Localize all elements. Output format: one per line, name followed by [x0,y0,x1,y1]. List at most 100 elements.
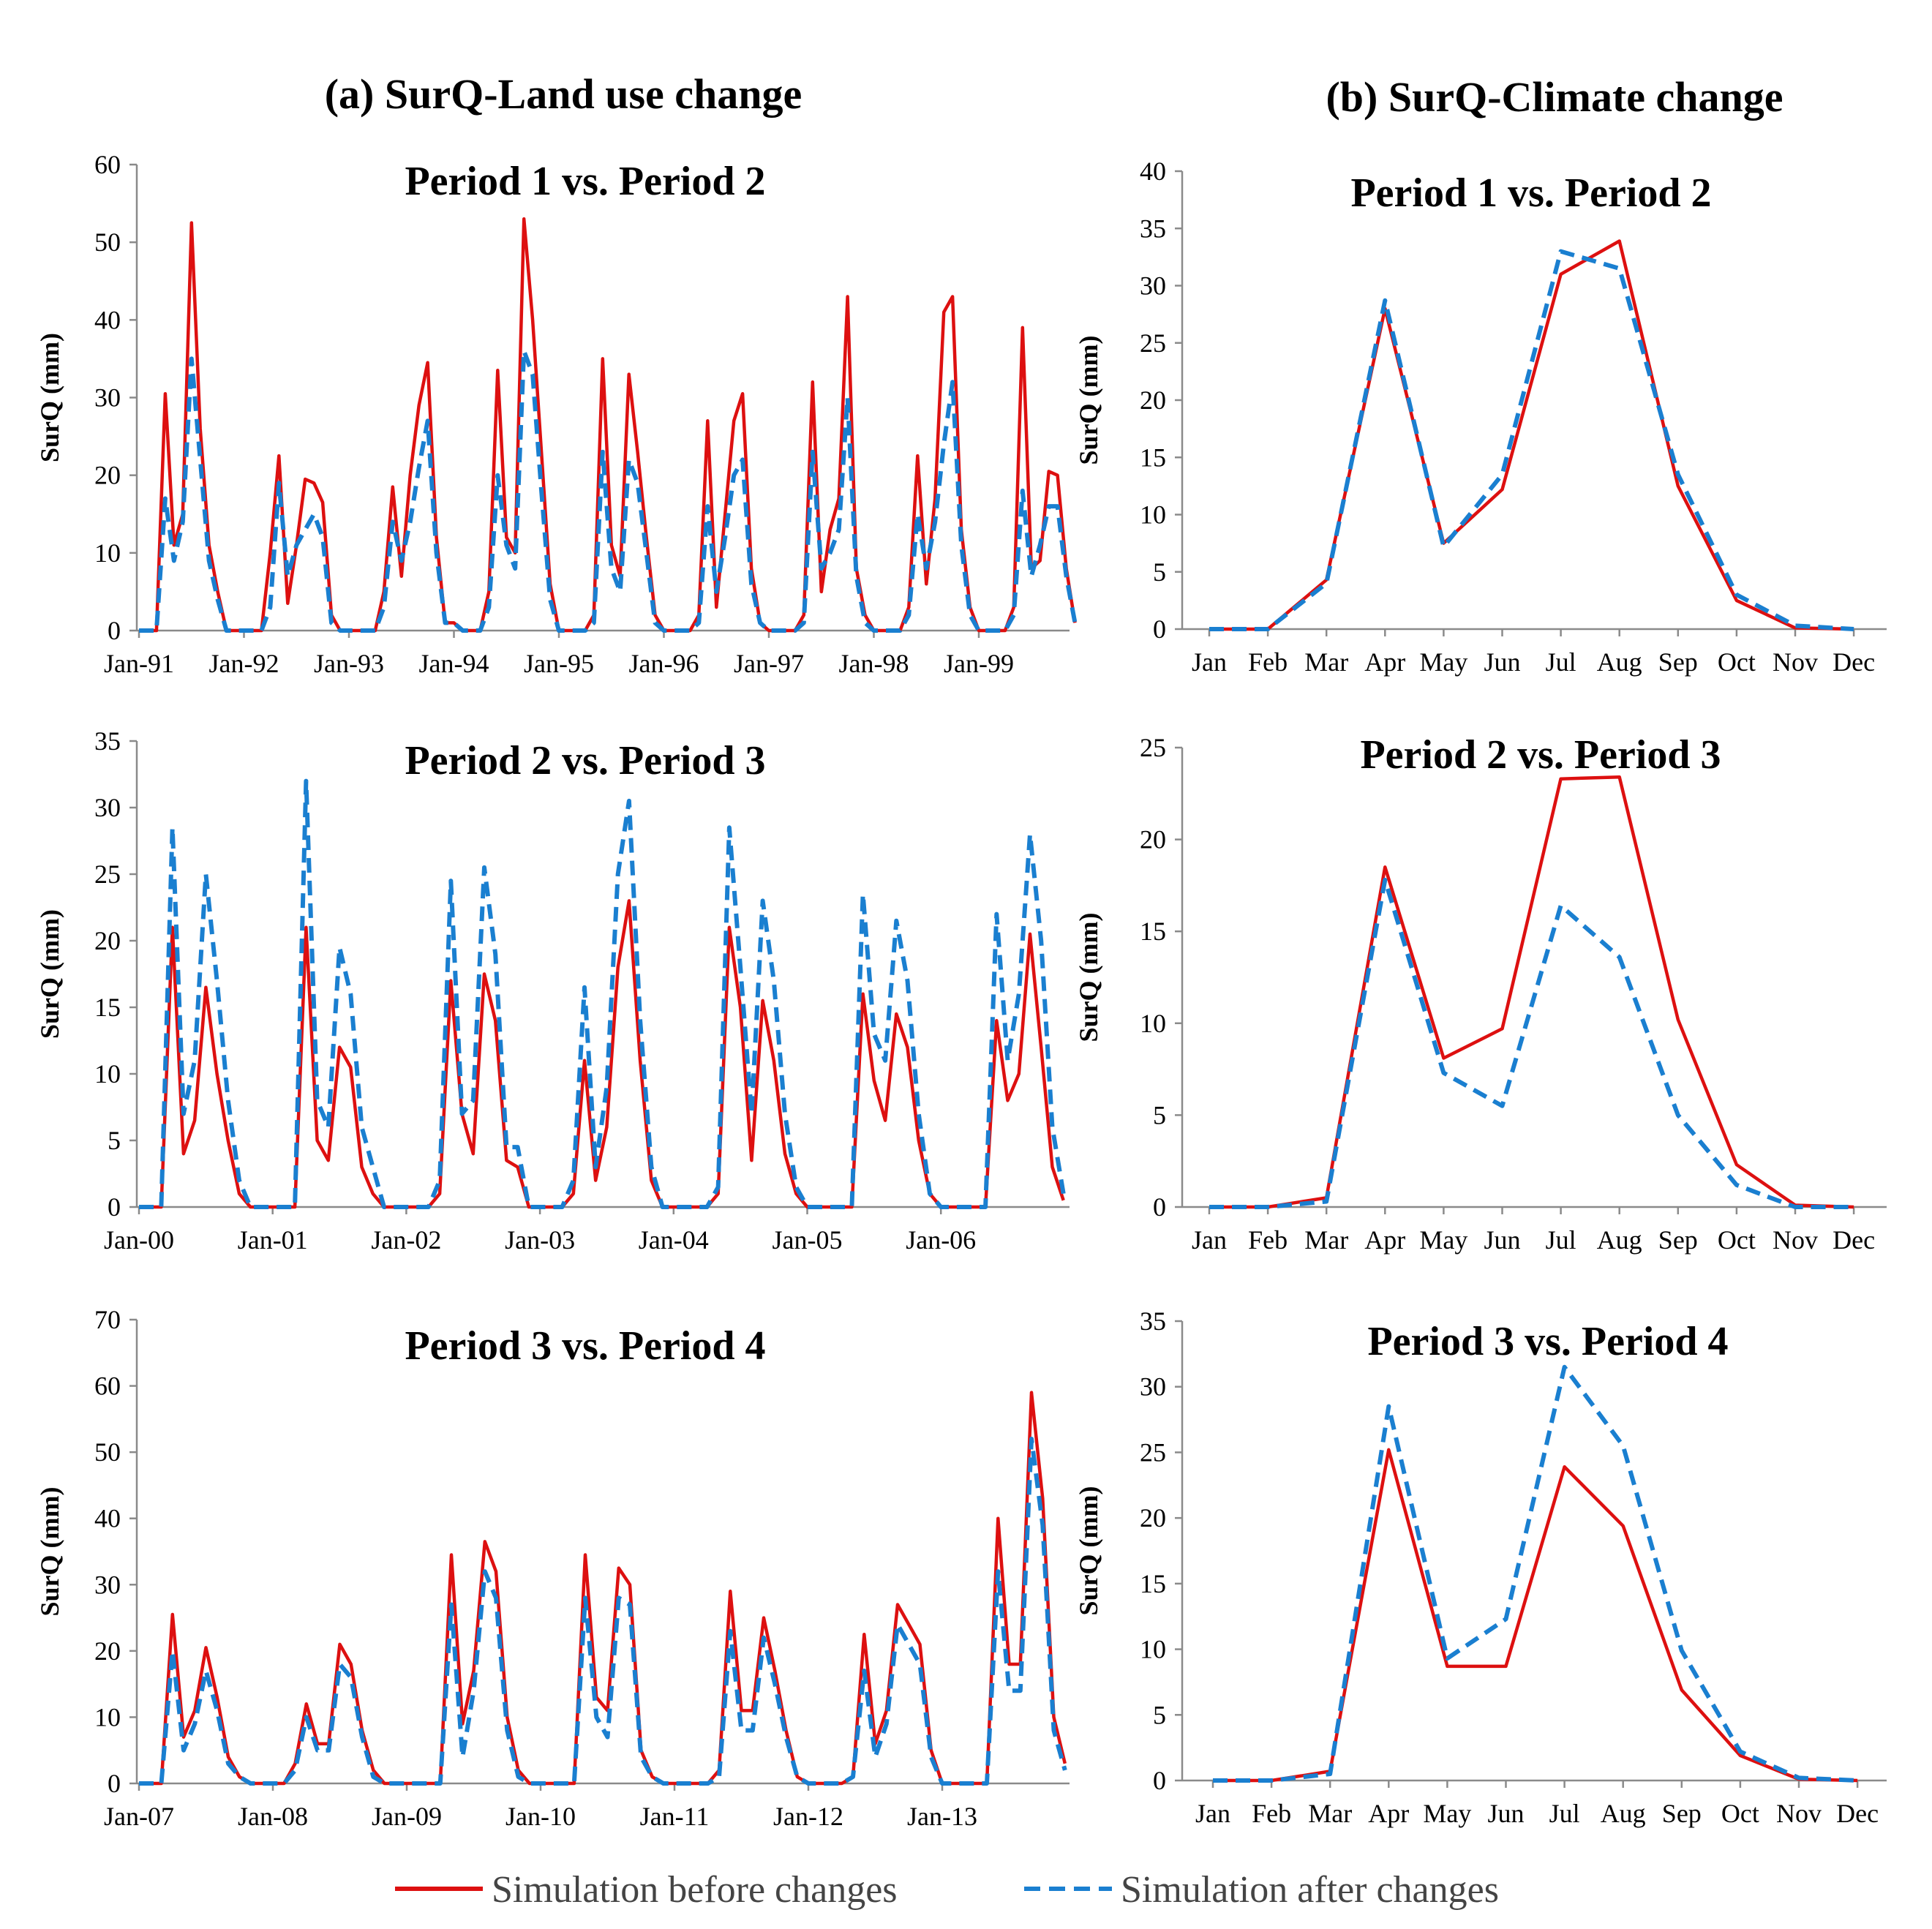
x-tick-label: Sep [1658,647,1698,677]
y-tick-label: 30 [1140,271,1166,301]
y-tick-label: 0 [108,616,121,645]
y-tick-label: 15 [94,993,121,1022]
x-tick-label: Jan-09 [372,1802,442,1831]
x-tick-label: Dec [1833,647,1875,677]
y-tick-label: 10 [1140,500,1166,530]
x-tick-label: Jan-00 [104,1225,174,1255]
y-tick-label: 20 [94,1636,121,1666]
series-line-after-changes [139,1437,1067,1786]
x-tick-label: May [1419,647,1467,677]
chart-title: Period 3 vs. Period 4 [405,1323,765,1369]
y-tick-label: 10 [94,1702,121,1731]
y-tick-label: 20 [1140,386,1166,415]
y-tick-label: 30 [1140,1372,1166,1402]
x-tick-label: Jan-13 [907,1802,977,1831]
series-line-after-changes [139,348,1078,633]
y-tick-label: 25 [94,860,121,889]
y-tick-label: 30 [94,383,121,413]
x-tick-label: Jan [1192,1225,1227,1255]
legend-before-label: Simulation before changes [492,1869,898,1911]
x-tick-label: May [1419,1225,1467,1255]
x-tick-label: Jun [1484,1225,1520,1255]
series-line-before-changes [139,899,1065,1209]
series-line-before-changes [1209,239,1854,631]
x-tick-label: Aug [1601,1799,1646,1828]
x-tick-label: Jul [1549,1799,1580,1828]
chart-b2: Period 2 vs. Period 3 SurQ (mm) 0 5 10 15 20 25… [1074,732,1887,1255]
y-tick-label: 10 [1140,1635,1166,1664]
x-tick-label: Jan-07 [104,1802,174,1831]
series-line-after-changes [1209,877,1854,1209]
chart-title: Period 3 vs. Period 4 [1367,1319,1728,1364]
series-line-before-changes [1209,775,1854,1209]
y-tick-label: 5 [108,1126,121,1155]
y-tick-label: 15 [1140,1569,1166,1598]
y-tick-label: 40 [94,1504,121,1533]
x-tick-label: Jan-11 [640,1802,710,1831]
y-tick-label: 50 [94,228,121,257]
x-tick-label: Sep [1658,1225,1698,1255]
y-axis-label: SurQ (mm) [1074,1486,1103,1616]
y-tick-label: 30 [94,793,121,822]
x-tick-label: Dec [1836,1799,1879,1828]
column-title-land-use: (a) SurQ-Land use change [325,70,803,118]
x-tick-label: Sep [1662,1799,1702,1828]
y-tick-label: 60 [94,150,121,179]
chart-title: Period 2 vs. Period 3 [405,738,765,783]
x-tick-label: Nov [1776,1799,1822,1828]
chart-panels: Period 1 vs. Period 2 SurQ (mm) 0 10 20 30 40 5… [35,150,1887,1831]
y-tick-label: 20 [1140,825,1166,854]
x-tick-label: Jan-94 [419,649,489,678]
series-line-before-changes [1213,1448,1858,1783]
y-tick-label: 25 [1140,733,1166,762]
x-tick-label: Oct [1721,1799,1759,1828]
x-tick-label: Jan-93 [314,649,384,678]
chart-b1: Period 1 vs. Period 2 SurQ (mm) 0 5 10 15 20 25… [1074,157,1887,677]
chart-a2: Period 2 vs. Period 3 SurQ (mm) 0 5 10 15 20 25… [35,726,1070,1255]
chart-b3: Period 3 vs. Period 4 SurQ (mm) 0 5 10 15 20 25… [1074,1306,1887,1828]
x-tick-label: Jun [1484,647,1520,677]
legend-after-label: Simulation after changes [1121,1869,1499,1911]
series-line-before-changes [139,1391,1067,1786]
y-tick-label: 50 [94,1437,121,1467]
y-tick-label: 10 [1140,1009,1166,1038]
y-tick-label: 0 [1153,614,1166,644]
series-line-after-changes [1209,249,1854,631]
x-tick-label: Jan-99 [944,649,1014,678]
x-tick-label: Jan-06 [906,1225,976,1255]
x-tick-label: Jan-02 [371,1225,441,1255]
x-tick-label: Jan-91 [104,649,174,678]
x-tick-label: Jan-92 [209,649,279,678]
x-tick-label: Jan [1192,647,1227,677]
x-tick-label: Jan [1195,1799,1230,1828]
x-tick-label: Jan-98 [839,649,909,678]
x-tick-label: Oct [1718,647,1756,677]
x-tick-label: Jan-10 [505,1802,576,1831]
x-tick-label: Mar [1304,647,1348,677]
y-tick-label: 35 [94,726,121,756]
x-tick-label: Feb [1252,1799,1291,1828]
y-tick-label: 40 [94,305,121,334]
series-line-after-changes [139,778,1066,1209]
y-tick-label: 5 [1153,1100,1166,1129]
x-tick-label: Jan-04 [639,1225,709,1255]
series-line-after-changes [1213,1364,1858,1783]
x-tick-label: Dec [1833,1225,1875,1255]
x-tick-label: Mar [1308,1799,1352,1828]
x-tick-label: Jun [1487,1799,1524,1828]
y-tick-label: 35 [1140,1306,1166,1336]
y-axis-label: SurQ (mm) [1074,913,1103,1042]
x-tick-label: Jan-05 [773,1225,843,1255]
x-tick-label: May [1423,1799,1471,1828]
x-tick-label: Aug [1597,1225,1642,1255]
x-tick-label: Jan-08 [238,1802,308,1831]
y-tick-label: 70 [94,1305,121,1334]
x-tick-label: Jan-97 [734,649,804,678]
y-tick-label: 0 [1153,1766,1166,1795]
x-tick-label: Apr [1364,1225,1405,1255]
y-tick-label: 25 [1140,328,1166,358]
chart-title: Period 1 vs. Period 2 [405,159,765,204]
column-title-climate: (b) SurQ-Climate change [1326,73,1783,121]
y-axis-label: SurQ (mm) [35,909,64,1039]
